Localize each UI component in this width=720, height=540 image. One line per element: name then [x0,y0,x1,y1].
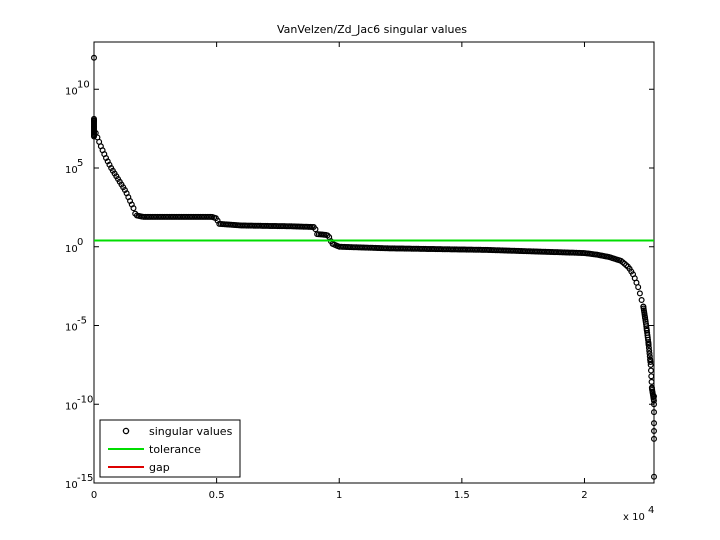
legend-label: gap [149,461,170,474]
y-tick-exponent: 10 [77,79,90,90]
singular-value-point [636,290,643,297]
data-marks [90,54,657,480]
singular-value-point [645,344,652,351]
y-tick-exponent: -15 [77,473,93,484]
singular-value-point [648,378,655,385]
legend-label: singular values [149,425,233,438]
x-tick-label: 2 [581,490,587,501]
chart-title: VanVelzen/Zd_Jac6 singular values [277,23,467,36]
singular-value-point [130,205,137,212]
x-tick-label: 1.5 [454,490,470,501]
y-tick-label: 10 [65,480,78,491]
singular-value-point [635,284,642,291]
singular-value-point [645,339,652,346]
singular-value-point [312,226,319,233]
singular-value-point [646,347,653,354]
singular-value-outlier [90,54,97,61]
singular-value-point [648,373,655,380]
plot-area [93,41,655,484]
y-tick-label: 10 [65,244,78,255]
x-tick-label: 0 [91,490,97,501]
singular-value-point [638,296,645,303]
legend-marker-singular-values [122,427,130,435]
singular-value-outlier [650,420,657,427]
legend-label: tolerance [149,443,201,456]
singular-value-point [647,356,654,363]
singular-value-point [647,359,654,366]
y-tick-exponent: 0 [77,237,83,248]
singular-value-point [90,115,97,122]
y-tick-exponent: -10 [77,394,93,405]
singular-value-outlier [650,409,657,416]
x-multiplier-label: x 10 [623,512,645,523]
legend: singular values tolerance gap [99,419,241,478]
x-tick-label: 1 [336,490,342,501]
y-tick-label: 10 [65,165,78,176]
y-tick-label: 10 [65,401,78,412]
y-tick-exponent: 5 [77,158,83,169]
y-tick-label: 10 [65,86,78,97]
singular-value-point [646,353,653,360]
singular-value-outlier [650,428,657,435]
singular-value-outlier [650,473,657,480]
singular-value-point [647,367,654,374]
x-multiplier-exponent: 4 [648,505,654,516]
singular-value-point [646,350,653,357]
x-tick-label: 0.5 [209,490,225,501]
y-tick-exponent: -5 [77,316,87,327]
singular-value-outlier [650,435,657,442]
y-tick-label: 10 [65,323,78,334]
singular-values-series [90,54,657,480]
singular-value-outlier [650,393,657,400]
singular-value-point [645,342,652,349]
singular-value-point [647,361,654,368]
